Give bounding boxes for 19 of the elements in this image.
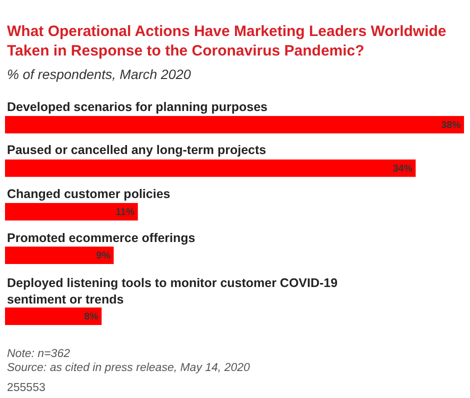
data-label: 38%: [441, 120, 462, 131]
data-label: 8%: [84, 311, 99, 322]
data-label: 34%: [392, 163, 413, 174]
text: Note: n=362: [7, 348, 71, 360]
source-note: Source: as cited in press release, May 14, 2020: [7, 362, 251, 374]
y-tick-label: Developed scenarios for planning purposes: [7, 100, 268, 114]
data-label: 11%: [116, 206, 135, 218]
y-tick-label: Paused or cancelled any long-term projects: [7, 143, 266, 157]
bar: [5, 116, 464, 134]
bar: [5, 159, 416, 177]
text: 255553: [7, 382, 46, 394]
chart-title: What Operational Actions Have Marketing Leaders Worldwide Taken in Response to the Coronavirus Pandemic?: [7, 23, 446, 60]
bar: [5, 246, 114, 264]
y-tick-label: Changed customer policies: [7, 187, 170, 201]
bar: [5, 203, 138, 220]
data-label: 9%: [96, 250, 111, 262]
y-tick-label: Deployed listening tools to monitor customer COVID-19 sentiment or trends: [7, 276, 338, 306]
y-tick-label: Promoted ecommerce offerings: [7, 231, 196, 245]
chart-subtitle: % of respondents, March 2020: [7, 67, 192, 82]
